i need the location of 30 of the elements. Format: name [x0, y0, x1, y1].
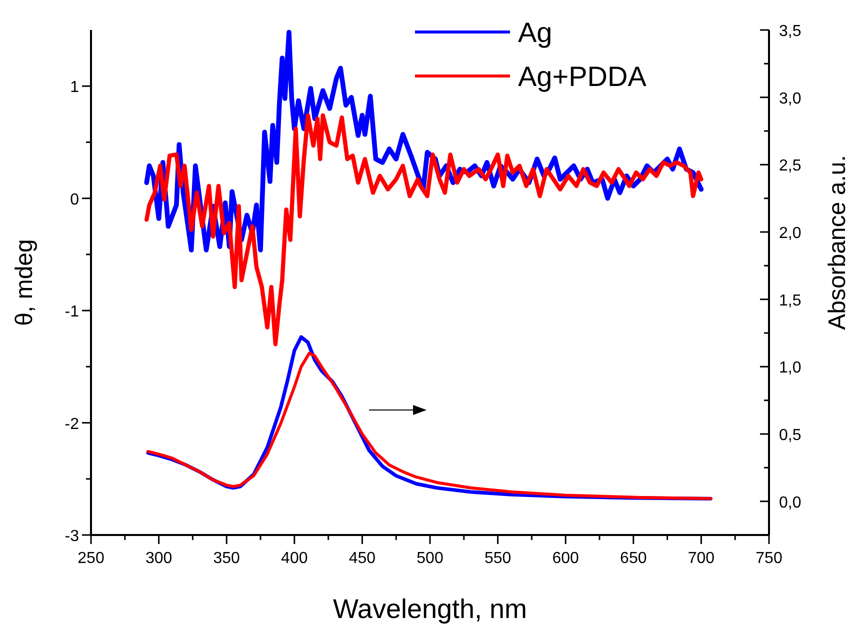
x-tick-label: 300: [145, 550, 172, 567]
y2-tick-label: 1,5: [779, 292, 802, 310]
x-axis-title: Wavelength, nm: [332, 594, 528, 624]
x-tick-label: 500: [416, 550, 444, 567]
x-tick-label: 450: [348, 550, 376, 567]
line-series: [144, 113, 704, 346]
x-tick-label: 600: [552, 550, 580, 567]
x-tick-label: 400: [281, 550, 308, 567]
y2-axis-title: Absorbance a.u.: [824, 155, 851, 330]
x-tick-label: 250: [78, 550, 104, 567]
y2-tick-label: 0,0: [779, 494, 802, 512]
y-tick-label: -1: [64, 304, 80, 321]
y2-tick-label: 3,0: [779, 90, 802, 108]
y-tick-label: -3: [64, 528, 80, 545]
legend-label: Ag+PDDA: [518, 61, 647, 92]
x-tick-label: 650: [620, 550, 647, 567]
y2-tick-label: 2,5: [779, 158, 802, 175]
y2-tick-label: 3,5: [779, 23, 802, 40]
y2-tick-label: 0,5: [779, 427, 802, 444]
y-tick-label: 0: [70, 191, 80, 208]
x-tick-label: 750: [756, 550, 782, 567]
y2-tick-label: 1,0: [779, 360, 802, 377]
x-tick-label: 550: [484, 550, 512, 567]
x-tick-label: 350: [213, 550, 240, 567]
y-tick-label: 1: [70, 79, 80, 96]
y-tick-label: -2: [64, 416, 80, 433]
legend-label: Ag: [518, 17, 552, 48]
y-axis-title: θ, mdeg: [11, 239, 38, 326]
y2-tick-label: 2,0: [779, 225, 802, 242]
x-tick-label: 700: [688, 550, 715, 567]
